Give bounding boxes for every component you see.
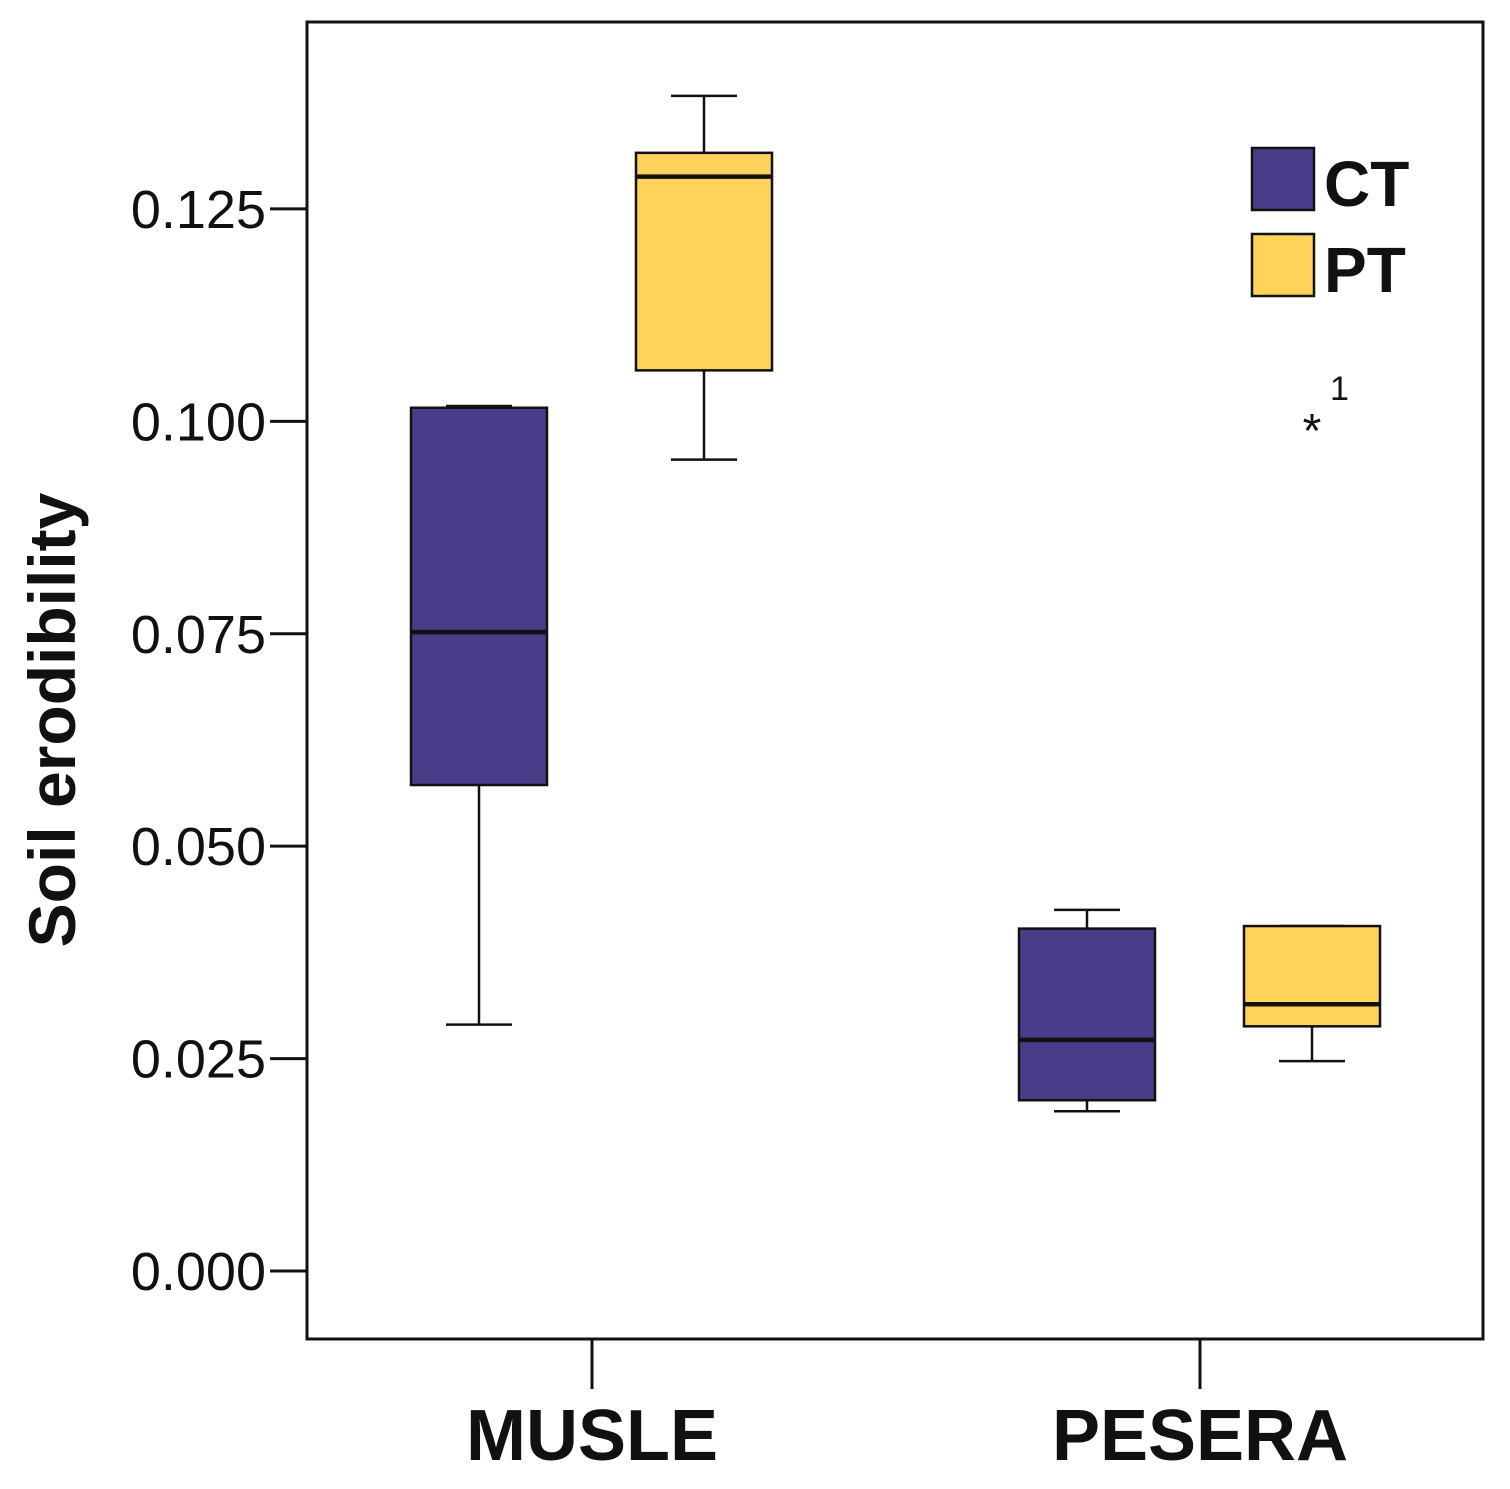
y-tick-label-3: 0.075 xyxy=(131,605,266,665)
y-axis: 0.000 0.025 0.050 0.075 0.100 0.125 xyxy=(131,180,307,1302)
outlier-label-pt-pesera-0: 1 xyxy=(1330,370,1349,408)
legend-label-pt: PT xyxy=(1324,234,1406,306)
y-tick-label-5: 0.125 xyxy=(131,180,266,240)
box-pt-musle xyxy=(634,94,774,461)
y-axis-label: Soil erodibility xyxy=(15,492,89,947)
outlier-star-pt-pesera-0: * xyxy=(1303,405,1322,458)
x-label-musle: MUSLE xyxy=(466,1396,718,1476)
legend-label-ct: CT xyxy=(1324,148,1409,220)
box-rect-pt-musle xyxy=(634,151,774,372)
y-tick-label-1: 0.025 xyxy=(131,1030,266,1090)
box-ct-musle xyxy=(409,404,549,1026)
y-tick-label-0: 0.000 xyxy=(131,1242,266,1302)
legend-swatch-ct xyxy=(1250,146,1316,212)
x-label-pesera: PESERA xyxy=(1052,1396,1348,1476)
box-rect-ct-pesera xyxy=(1017,927,1157,1102)
y-tick-label-4: 0.100 xyxy=(131,392,266,452)
y-tick-label-2: 0.050 xyxy=(131,817,266,877)
legend-swatch-pt xyxy=(1250,232,1316,298)
box-ct-pesera xyxy=(1017,908,1157,1113)
box-rect-pt-pesera xyxy=(1242,924,1382,1028)
box-rect-ct-musle xyxy=(409,406,549,787)
x-axis: MUSLE PESERA xyxy=(466,1339,1348,1476)
plot-frame xyxy=(305,20,1485,1341)
boxes: *1 xyxy=(409,94,1382,1113)
legend: CT PT xyxy=(1250,146,1409,306)
box-pt-pesera: *1 xyxy=(1242,370,1382,1063)
